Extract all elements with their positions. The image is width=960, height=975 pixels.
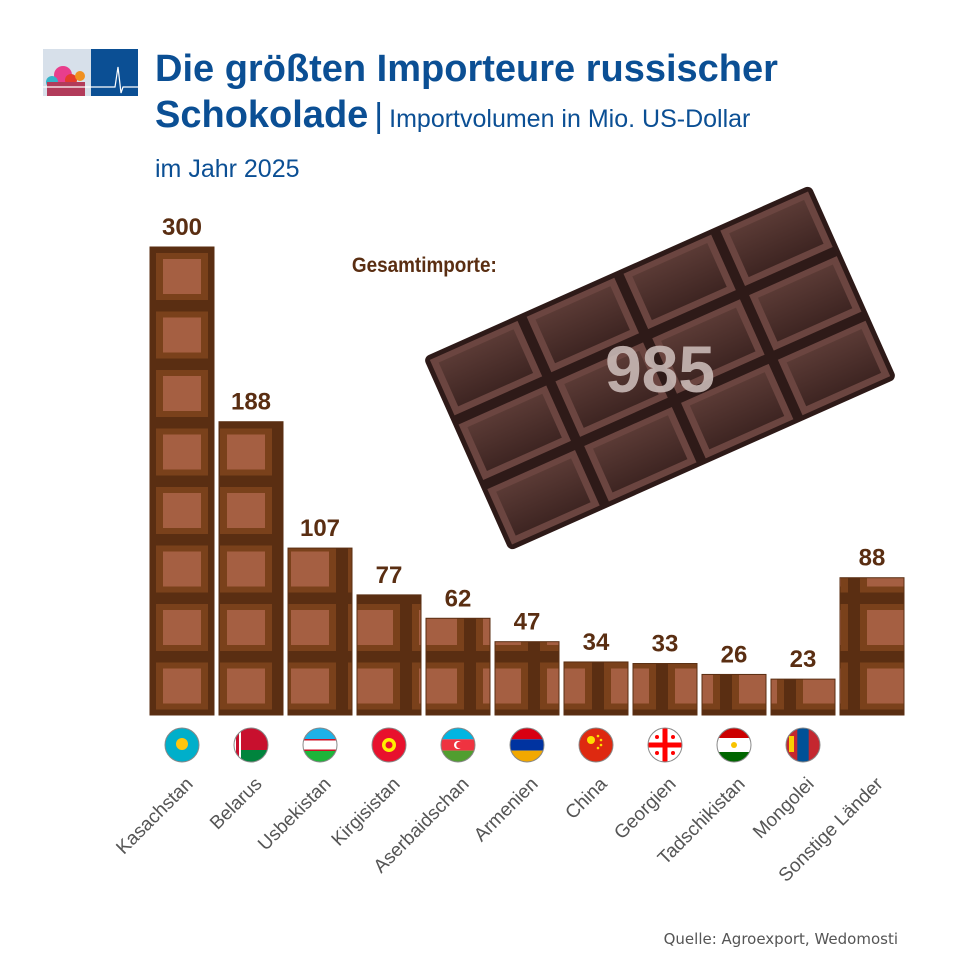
chocolate-piece-face (757, 264, 853, 342)
bar-aserbaidschan (425, 617, 491, 716)
total-chocolate-bar: 985 (425, 186, 895, 550)
category-label: Mongolei (749, 774, 818, 843)
category-label: Georgien (610, 774, 680, 844)
value-label: 23 (790, 646, 817, 673)
kyrgyzstan-flag-icon (371, 727, 407, 763)
chocolate-piece-face (632, 242, 727, 321)
tajikistan-flag-icon (716, 727, 752, 763)
azerbaijan-flag-icon (440, 727, 476, 763)
belarus-flag-icon (233, 727, 269, 763)
chocolate-piece-face (496, 458, 591, 536)
chocolate-piece-face (661, 307, 756, 385)
value-label: 47 (514, 609, 541, 636)
bar-belarus (218, 421, 284, 716)
title-line-2: Schokolade (155, 94, 369, 136)
bar-kasachstan (149, 246, 215, 716)
value-label: 33 (652, 631, 679, 658)
category-label: Usbekistan (254, 774, 335, 855)
value-label: 188 (231, 389, 271, 416)
georgia-flag-icon (647, 727, 683, 763)
chocolate-piece-face (689, 372, 785, 450)
category-label: Kasachstan (112, 774, 197, 859)
page-title: Die größten Importeure russischer Schoko… (155, 46, 778, 142)
category-label: Armenien (470, 774, 542, 846)
chocolate-piece-face (467, 393, 562, 471)
bar-georgien (632, 663, 698, 716)
value-label: 34 (583, 629, 610, 656)
source-note: Quelle: Agroexport, Wedomosti (663, 930, 898, 948)
value-label: 77 (376, 562, 403, 589)
mongolia-flag-icon (785, 727, 821, 763)
value-label: 107 (300, 515, 340, 542)
value-label: 62 (445, 585, 472, 612)
bar-usbekistan (287, 547, 353, 716)
chocolate-piece-face (786, 329, 882, 407)
chocolate-piece-face (438, 329, 534, 407)
category-label: China (562, 773, 612, 823)
bar-china (563, 661, 629, 716)
category-label: Belarus (206, 774, 266, 834)
bar-armenien (494, 641, 560, 716)
china-flag-icon (578, 727, 614, 763)
title-line-1: Die größten Importeure russischer (155, 48, 778, 90)
uzbekistan-flag-icon (302, 727, 338, 763)
kazakhstan-flag-icon (164, 727, 200, 763)
value-label: 300 (162, 214, 202, 241)
total-label: Gesamtimporte: (352, 254, 497, 277)
chocolate-piece-face (535, 286, 630, 364)
chocolate-piece-face (592, 415, 688, 493)
bar-tadschikistan (701, 673, 767, 716)
year-label: im Jahr 2025 (155, 155, 300, 183)
chocolate-piece-face (564, 350, 659, 428)
armenia-flag-icon (509, 727, 545, 763)
bar-sonstige-länder (839, 577, 905, 716)
chocolate-piece-face (729, 199, 824, 278)
value-label: 26 (721, 641, 748, 668)
value-label: 88 (859, 545, 886, 572)
bar-kirgisistan (356, 594, 422, 716)
logo (43, 49, 138, 96)
title-separator: | (374, 97, 384, 135)
total-value: 985 (605, 332, 715, 406)
subtitle: Importvolumen in Mio. US-Dollar (389, 105, 751, 133)
bar-mongolei (770, 678, 836, 716)
